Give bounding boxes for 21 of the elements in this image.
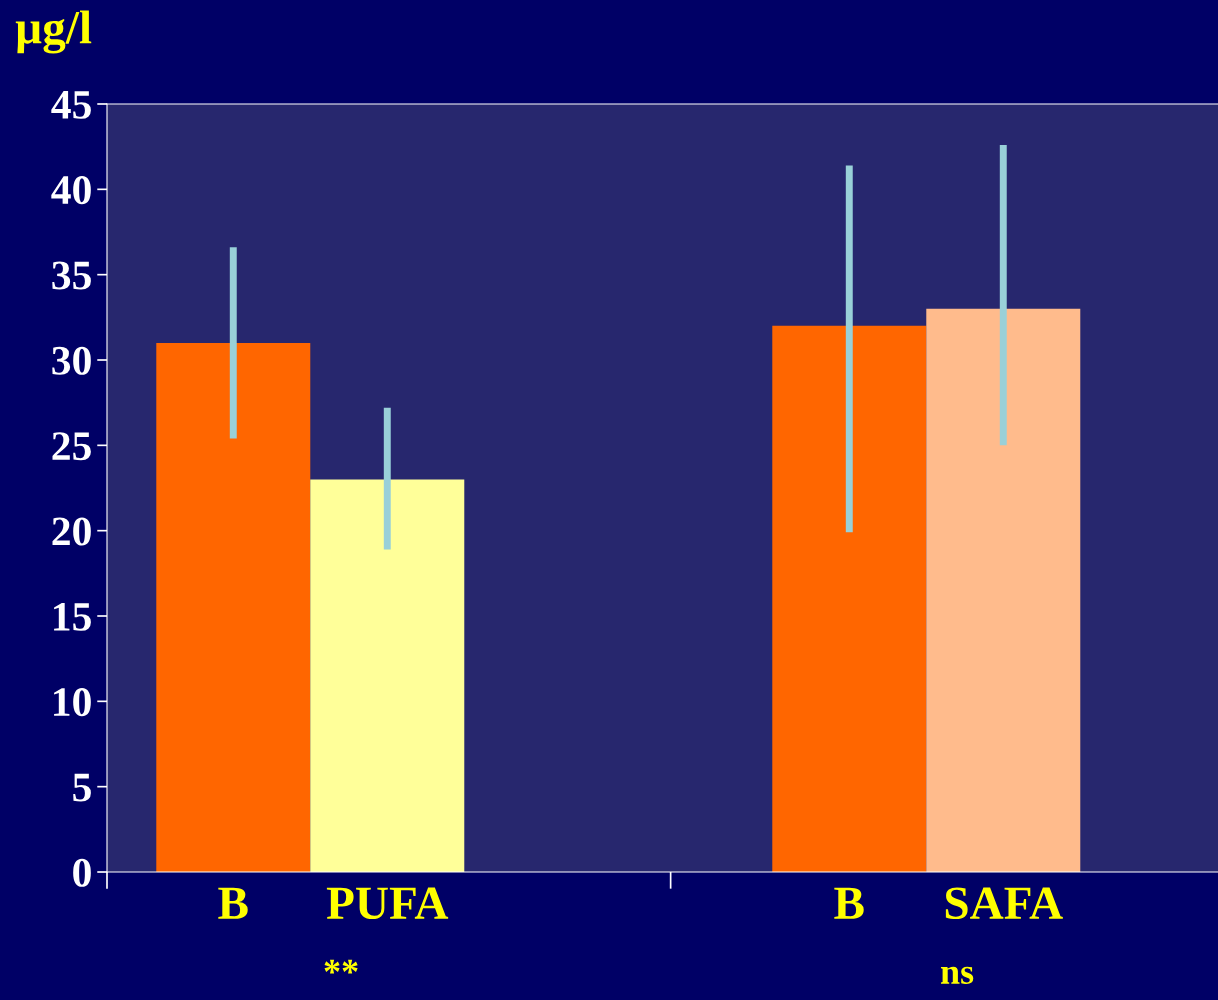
y-tick-label: 45 [51, 91, 91, 119]
y-tick-label: 30 [52, 346, 91, 375]
y-tick-label: 0 [73, 858, 91, 887]
bar [310, 479, 465, 872]
y-tick-label: 40 [51, 176, 91, 205]
text: ** [324, 959, 358, 974]
y-tick-label: 20 [52, 517, 91, 546]
bar [772, 325, 927, 872]
x-tick-label: PUFA [326, 887, 449, 920]
x-tick-label: B [218, 887, 248, 919]
y-tick-label: 15 [54, 602, 91, 631]
y-tick-label: 5 [73, 773, 91, 802]
y-tick-label: 10 [54, 688, 91, 717]
y-tick-label: 25 [52, 432, 91, 461]
y-tick-label: 35 [52, 261, 91, 290]
text: ns [940, 966, 974, 985]
x-tick-label: SAFA [945, 887, 1063, 920]
bar [156, 342, 311, 872]
x-tick-label: B [834, 887, 864, 919]
y-axis-title: µg/l [15, 10, 92, 54]
bar [926, 308, 1081, 872]
